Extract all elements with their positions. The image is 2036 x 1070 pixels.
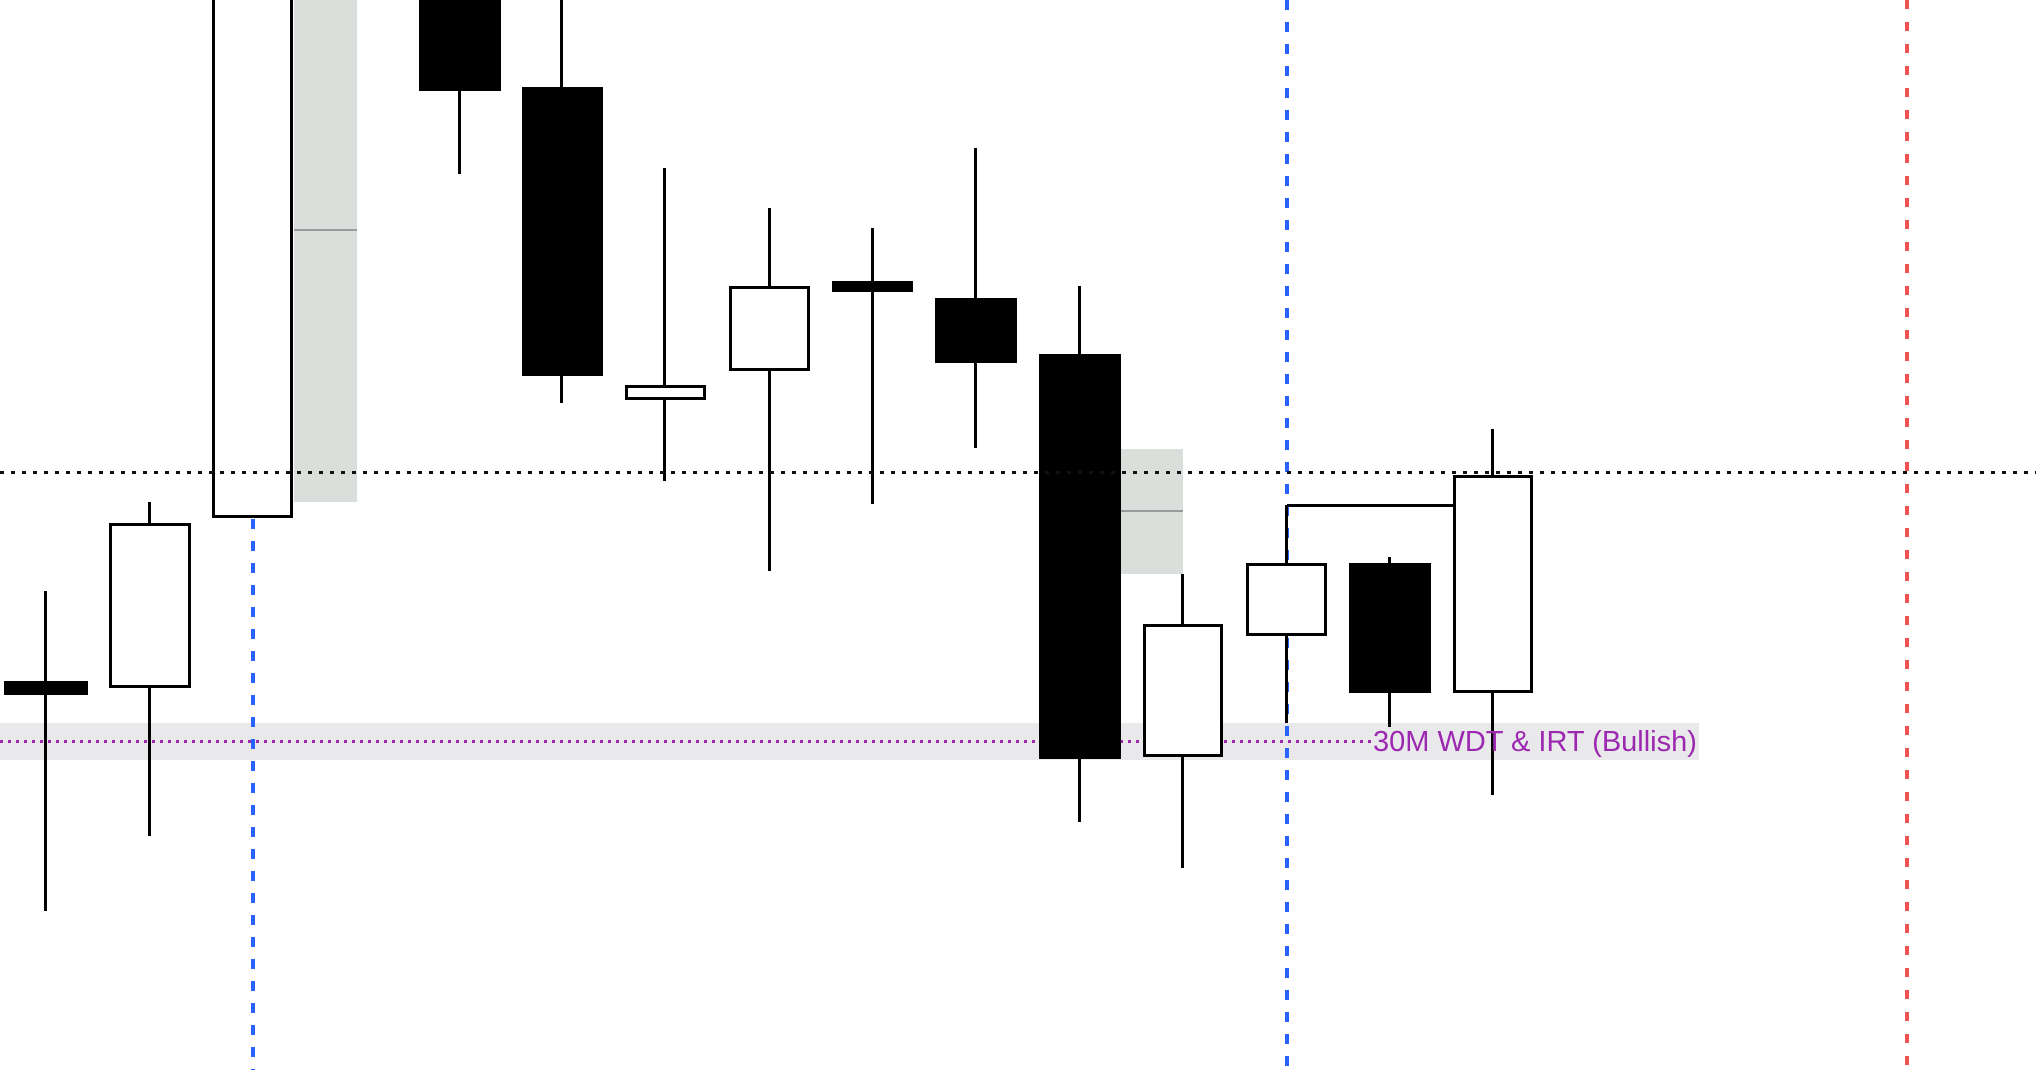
candle-14-body bbox=[1453, 475, 1533, 693]
candle-4-body bbox=[419, 0, 501, 91]
candle-9-body bbox=[935, 298, 1017, 363]
candle-12-body bbox=[1246, 563, 1327, 636]
candle-1-wick bbox=[44, 591, 47, 911]
candle-7-wick bbox=[768, 208, 771, 571]
candle-8-body bbox=[832, 281, 913, 292]
zone-box-1[interactable] bbox=[294, 0, 357, 502]
candle-11-body bbox=[1143, 624, 1223, 757]
candle-2-body bbox=[109, 523, 191, 688]
candle-13-body bbox=[1349, 563, 1431, 693]
structure-line[interactable] bbox=[1287, 504, 1453, 507]
dashed-vline-blue-1[interactable] bbox=[251, 519, 255, 1070]
candle-1-body bbox=[4, 681, 88, 695]
dotted-level-line-1[interactable] bbox=[0, 471, 2036, 474]
signal-label[interactable]: 30M WDT & IRT (Bullish) bbox=[1373, 726, 1697, 758]
candle-10-body bbox=[1039, 354, 1121, 759]
candle-7-body bbox=[729, 286, 810, 371]
candle-6-body bbox=[625, 385, 706, 400]
zone-box-2-midline bbox=[1121, 510, 1183, 512]
candle-8-wick bbox=[871, 228, 874, 504]
candle-3-body bbox=[212, 0, 293, 518]
dashed-vline-red-3[interactable] bbox=[1905, 0, 1909, 1070]
candle-6-wick bbox=[663, 168, 666, 481]
zone-box-2[interactable] bbox=[1121, 449, 1183, 574]
candle-5-body bbox=[522, 87, 603, 376]
dotted-level-line-2[interactable] bbox=[0, 740, 1372, 743]
zone-box-1-midline bbox=[294, 229, 357, 231]
